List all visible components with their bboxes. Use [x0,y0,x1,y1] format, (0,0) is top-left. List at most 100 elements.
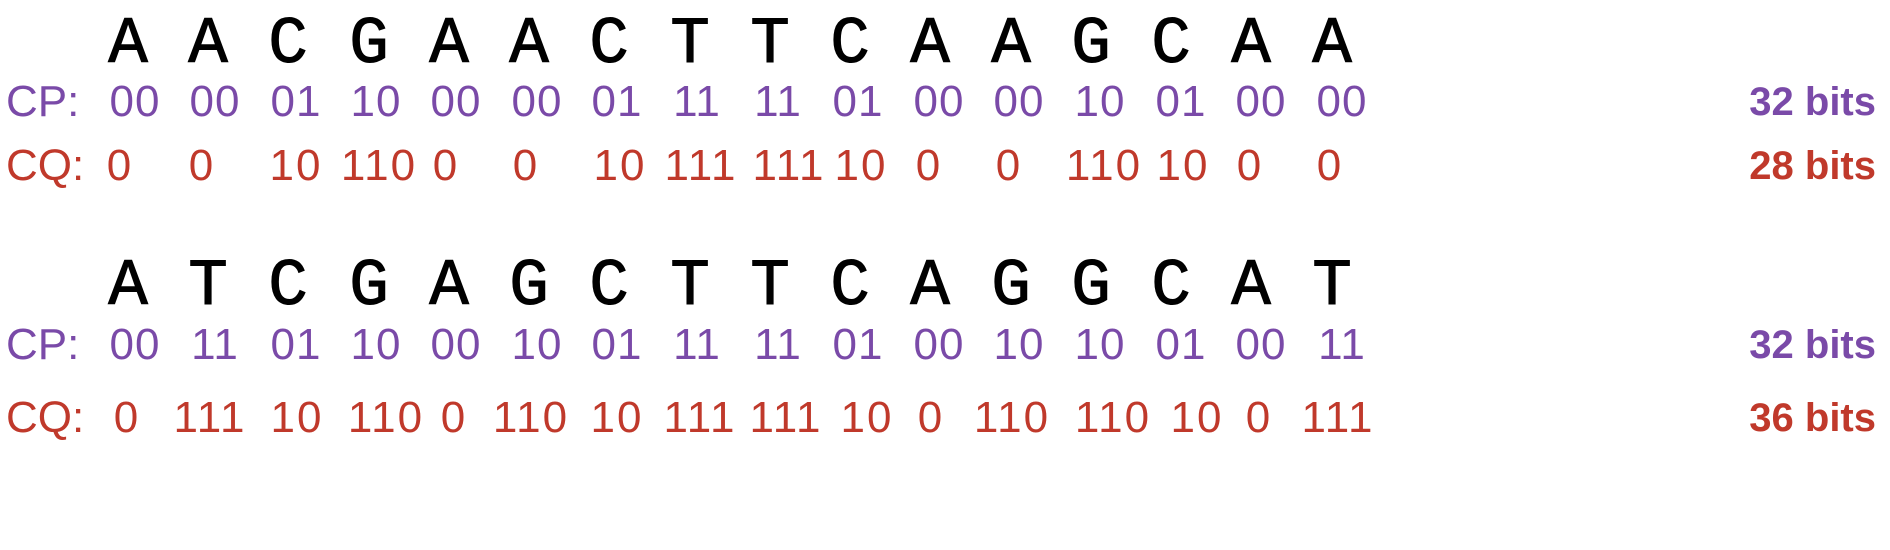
cp-code: 01 [832,320,884,369]
base-letter: A [991,7,1032,82]
cp-code: 00 [913,320,965,369]
cq-code: 111 [749,393,823,442]
cp-row-2: CP: 00 11 01 10 00 10 01 11 11 01 00 10 … [0,310,1890,380]
cq-code: 110 [973,393,1051,442]
cq-code: 0 [915,141,943,190]
base-letter: A [188,7,229,82]
cp-code: 01 [270,77,322,126]
cq-code: 0 [1236,141,1264,190]
cp-code: 00 [189,77,241,126]
base-letter: A [509,7,550,82]
cq-code: 0 [512,141,540,190]
cq-code: 111 [1301,393,1375,442]
cq-code: 10 [593,141,647,190]
cq-code: 10 [1156,141,1210,190]
cq-code: 0 [440,393,468,442]
base-letter: C [589,7,630,82]
cq-code: 10 [590,393,644,442]
base-letter: C [268,7,309,82]
cq-code: 10 [269,141,323,190]
cp-code: 10 [993,320,1045,369]
cp-code: 00 [430,77,482,126]
base-letter: C [1151,7,1192,82]
cq-code: 0 [1316,141,1344,190]
base-letter: A [108,7,149,82]
cq-label: CQ: [6,141,85,190]
base-letter: G [349,249,390,324]
base-letter: A [429,249,470,324]
base-letter: A [1231,249,1272,324]
base-letter: C [830,7,871,82]
base-letter: T [1312,249,1353,324]
cq-code: 10 [270,393,324,442]
sequence-row-2: A T C G A G C T T C A G G C A T [0,249,1890,324]
cq-code: 110 [492,393,570,442]
cp-code: 10 [1074,77,1126,126]
cp-code: 11 [191,320,239,369]
base-letter: G [349,7,390,82]
cq-code: 111 [173,393,247,442]
cp-total-bits: 32 bits [1749,80,1876,124]
cq-code: 0 [917,393,945,442]
cq-code: 111 [752,141,826,190]
cp-code: 00 [109,320,161,369]
cq-code: 10 [1170,393,1224,442]
cp-total-bits: 32 bits [1749,323,1876,367]
cp-code: 10 [350,77,402,126]
cp-code: 11 [754,77,802,126]
base-letter: C [589,249,630,324]
cq-code: 0 [1245,393,1273,442]
cq-row-1: CQ: 0 0 10 110 0 0 10 111 111 10 0 0 110… [0,131,1890,201]
cp-row-1: CP: 00 00 01 10 00 00 01 11 11 01 00 00 … [0,67,1890,137]
cp-code: 01 [591,77,643,126]
base-letter: C [1151,249,1192,324]
base-letter: T [750,7,791,82]
cp-code: 10 [511,320,563,369]
base-letter: A [1312,7,1353,82]
cp-code: 11 [1318,320,1366,369]
cp-code: 10 [350,320,402,369]
base-letter: T [670,249,711,324]
cq-code: 0 [995,141,1023,190]
cp-code: 00 [511,77,563,126]
cp-code: 00 [993,77,1045,126]
cp-code: 10 [1074,320,1126,369]
cp-code: 01 [591,320,643,369]
cq-total-bits: 28 bits [1749,144,1876,188]
base-letter: A [429,7,470,82]
cp-label: CP: [6,320,80,369]
cp-code: 01 [1155,77,1207,126]
base-letter: T [750,249,791,324]
cp-code: 00 [1316,77,1368,126]
base-letter: T [188,249,229,324]
cq-code: 10 [834,141,888,190]
cp-code: 01 [832,77,884,126]
cq-code: 110 [1065,141,1143,190]
cq-code: 0 [432,141,460,190]
cp-code: 11 [673,320,721,369]
base-letter: C [268,249,309,324]
cq-total-bits: 36 bits [1749,396,1876,440]
cp-code: 00 [430,320,482,369]
sequence-row-1: A A C G A A C T T C A A G C A A [0,7,1890,82]
base-letter: G [1071,249,1112,324]
cp-code: 00 [913,77,965,126]
cq-code: 10 [840,393,894,442]
cp-code: 00 [1235,320,1287,369]
base-letter: G [509,249,550,324]
base-letter: A [910,249,951,324]
cq-code: 110 [347,393,425,442]
cq-code: 111 [663,393,737,442]
cp-code: 01 [270,320,322,369]
cq-code: 110 [1074,393,1152,442]
cp-label: CP: [6,77,80,126]
base-letter: A [108,249,149,324]
cp-code: 01 [1155,320,1207,369]
cp-code: 11 [673,77,721,126]
cp-code: 00 [1235,77,1287,126]
base-letter: A [910,7,951,82]
cq-code: 0 [106,141,134,190]
cq-code: 0 [188,141,216,190]
cq-code: 0 [113,393,141,442]
